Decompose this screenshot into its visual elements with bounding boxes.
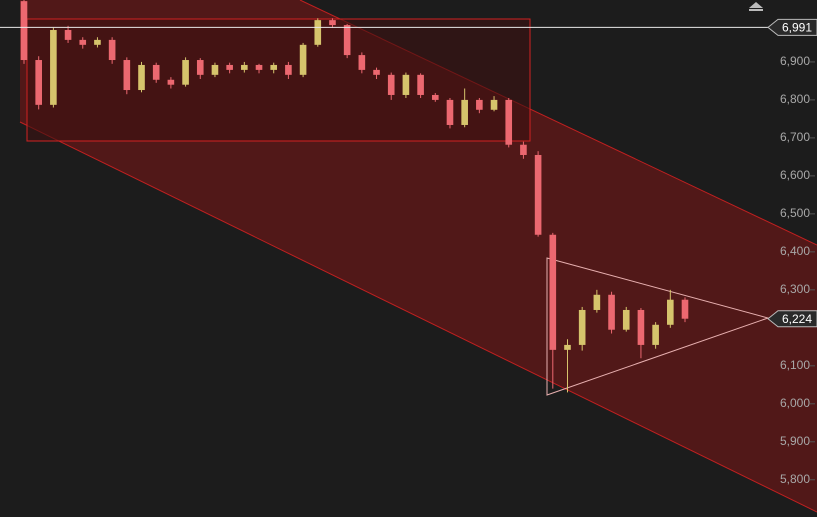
candle-body <box>255 64 263 70</box>
candle-body <box>652 324 659 345</box>
candle-body <box>564 344 571 350</box>
y-tick-label: 5,900 <box>780 434 810 448</box>
candle-body <box>108 39 116 61</box>
candle-body <box>343 25 351 56</box>
candle-body <box>608 294 615 330</box>
candle-body <box>637 309 645 345</box>
candle-body <box>681 299 689 319</box>
candle-body <box>534 154 542 235</box>
candle-body <box>35 60 42 105</box>
candle-body <box>20 1 28 61</box>
candle-body <box>152 64 160 80</box>
candle-body <box>593 294 601 310</box>
y-tick-label: 6,000 <box>780 396 810 410</box>
drawing-tools <box>19 0 817 513</box>
candle-body <box>79 39 87 45</box>
candle-body <box>299 44 307 75</box>
y-axis: 5,800 5,900 6,000 6,100 6,300 6,400 6,500 6,600… <box>780 54 815 486</box>
y-tick-label: 5,800 <box>780 472 810 486</box>
candle-body <box>476 99 483 110</box>
candle-body <box>461 99 468 125</box>
y-tick-label: 6,800 <box>780 92 810 106</box>
candle-body <box>387 74 395 95</box>
y-tick-label: 6,900 <box>780 54 810 68</box>
candle-body <box>402 74 410 95</box>
candle-body <box>578 309 586 345</box>
candle-body <box>314 20 322 45</box>
triangle-pattern <box>546 257 770 396</box>
candle-body <box>446 99 454 125</box>
candle-body <box>138 64 145 91</box>
price-tag <box>767 18 817 36</box>
candle-body <box>270 64 278 70</box>
candle-body <box>431 94 439 100</box>
channel-lower <box>19 121 817 513</box>
price-tag-label: 6,224 <box>782 312 812 326</box>
y-tick-label: 6,100 <box>780 358 810 372</box>
candle-body <box>182 60 189 85</box>
y-tick-label: 6,700 <box>780 130 810 144</box>
candle-body <box>373 69 380 75</box>
candle-body <box>94 39 101 45</box>
candle-body <box>226 64 233 70</box>
price-labels: 6,991 6,224 <box>0 18 817 328</box>
candle-body <box>285 64 292 75</box>
y-tick-label: 6,300 <box>780 282 810 296</box>
range-rectangle <box>26 18 531 142</box>
candle-body <box>123 60 131 91</box>
price-tag-label: 6,991 <box>782 21 812 35</box>
candles <box>20 0 689 393</box>
y-tick-label: 6,500 <box>780 206 810 220</box>
candle-body <box>358 55 366 70</box>
y-tick-label: 6,400 <box>780 244 810 258</box>
candle-body <box>211 64 219 75</box>
price-tag <box>767 310 817 328</box>
candle-body <box>64 30 72 40</box>
scroll-icon[interactable] <box>749 2 763 8</box>
candle-body <box>50 30 57 105</box>
scroll-icon-bar[interactable] <box>749 9 763 11</box>
candle-body <box>241 64 248 70</box>
candle-body <box>490 99 498 110</box>
candle-body <box>417 74 424 95</box>
candle-body <box>329 20 336 26</box>
candle-body <box>520 144 527 155</box>
candle-body <box>167 79 175 85</box>
candle-body <box>196 60 204 75</box>
candle-body <box>667 299 674 325</box>
candle-body <box>622 309 630 330</box>
y-tick-label: 6,600 <box>780 168 810 182</box>
candle-body <box>549 234 557 350</box>
candle-body <box>505 99 513 145</box>
